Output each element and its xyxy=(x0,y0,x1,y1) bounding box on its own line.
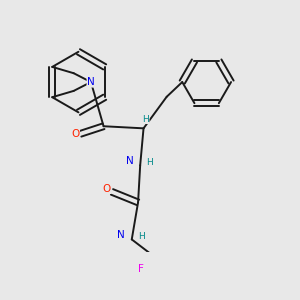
Text: H: H xyxy=(142,115,149,124)
Text: F: F xyxy=(138,264,144,274)
Text: O: O xyxy=(103,184,111,194)
Text: N: N xyxy=(87,77,95,87)
Text: N: N xyxy=(116,230,124,240)
Text: N: N xyxy=(126,156,134,166)
Text: H: H xyxy=(146,158,153,166)
Text: H: H xyxy=(138,232,144,241)
Text: O: O xyxy=(71,129,80,139)
